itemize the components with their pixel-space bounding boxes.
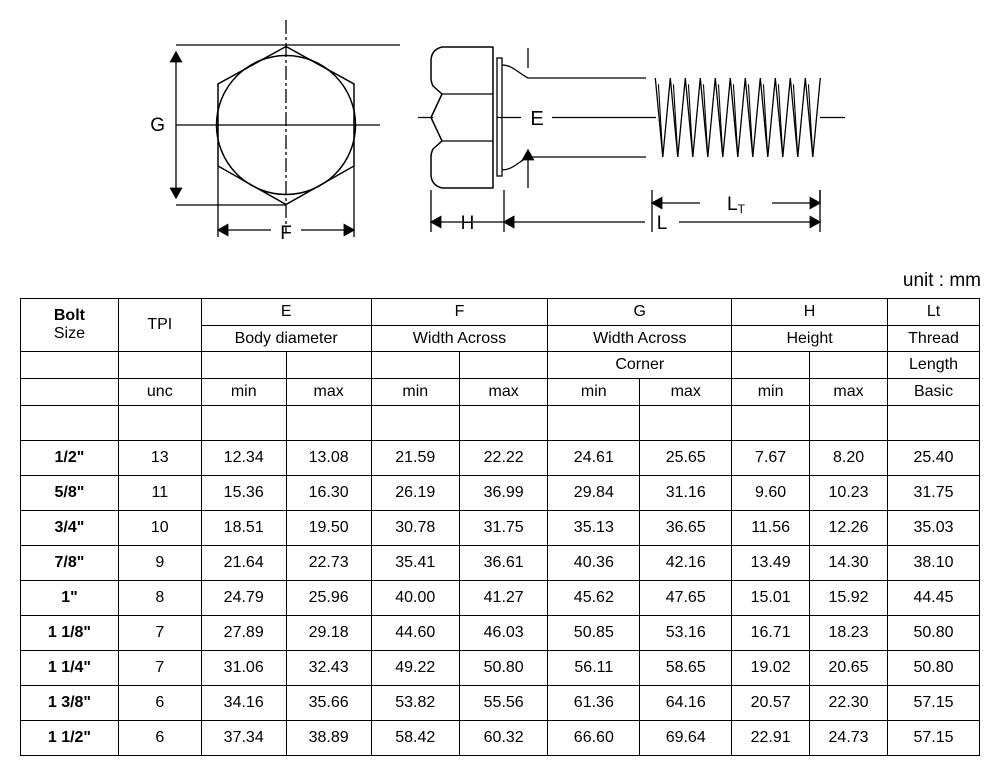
svg-text:LT: LT [727, 194, 746, 216]
svg-text:unit : mm: unit : mm [903, 270, 981, 291]
svg-text:H: H [461, 213, 475, 234]
svg-text:L: L [657, 213, 668, 234]
svg-text:E: E [530, 108, 543, 130]
svg-text:F: F [280, 223, 292, 244]
svg-text:G: G [150, 115, 165, 136]
